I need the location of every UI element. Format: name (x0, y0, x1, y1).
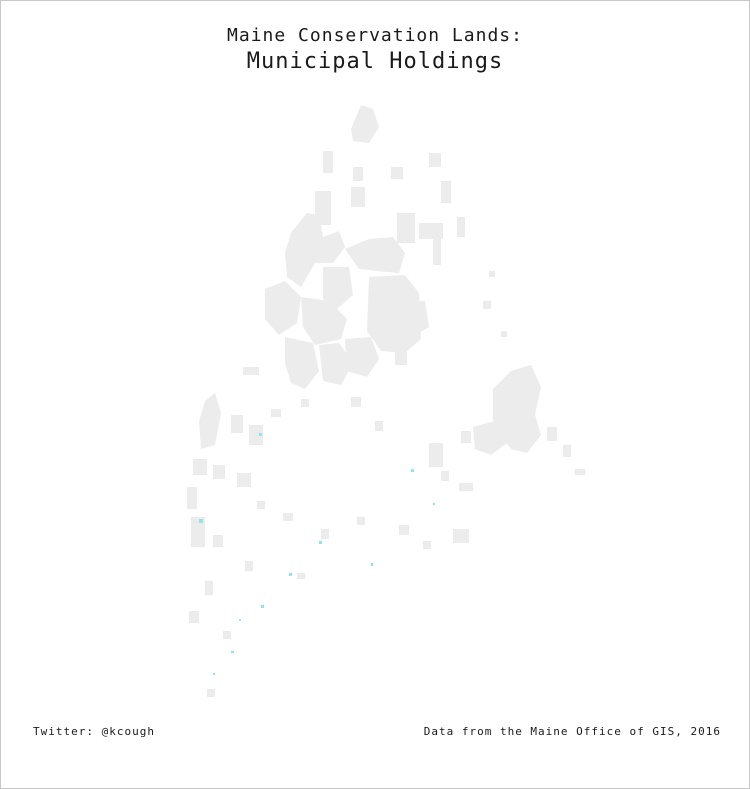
parcel (351, 105, 379, 143)
municipal-holdings-layer (199, 433, 435, 675)
parcel (189, 611, 199, 623)
municipal-parcel (433, 503, 435, 505)
municipal-parcel (231, 651, 234, 653)
parcel (187, 487, 197, 509)
parcel (301, 297, 347, 345)
parcel (441, 471, 449, 481)
parcel (205, 581, 213, 595)
municipal-parcel (319, 541, 322, 544)
parcel (459, 483, 473, 491)
parcel (367, 275, 421, 353)
parcel (213, 535, 223, 547)
parcel (351, 187, 365, 207)
parcel (231, 415, 243, 433)
parcel (345, 237, 405, 273)
parcel (271, 409, 281, 417)
parcel (429, 443, 443, 467)
parcel (283, 513, 293, 521)
parcel (297, 573, 305, 579)
municipal-parcel (289, 573, 292, 576)
parcel (391, 167, 403, 179)
parcel (483, 301, 491, 309)
parcel (433, 229, 441, 265)
parcel (245, 561, 253, 571)
parcel (285, 337, 319, 389)
parcel (207, 689, 215, 697)
parcel (489, 271, 495, 277)
parcel (405, 301, 429, 335)
parcel (199, 393, 221, 449)
parcel (249, 425, 263, 445)
municipal-parcel (213, 673, 215, 675)
map-subtitle: Municipal Holdings (246, 49, 504, 74)
municipal-parcel (199, 519, 203, 523)
parcel (547, 427, 557, 441)
parcel (319, 343, 353, 385)
parcel (397, 213, 415, 243)
parcel (323, 267, 353, 309)
conservation-lands-layer (187, 105, 585, 697)
municipal-parcel (411, 469, 414, 472)
parcel (457, 217, 465, 237)
parcel (193, 459, 207, 475)
parcel (429, 153, 441, 167)
parcel (237, 473, 251, 487)
parcel (345, 337, 379, 377)
municipal-parcel (261, 605, 264, 608)
data-source: Data from the Maine Office of GIS, 2016 (423, 725, 721, 738)
parcel (285, 213, 345, 287)
parcel (191, 517, 205, 547)
parcel (453, 529, 469, 543)
parcel (257, 501, 265, 509)
parcel (395, 347, 407, 365)
parcel (423, 541, 431, 549)
municipal-parcel (239, 619, 241, 621)
parcel (493, 365, 541, 453)
map-title: Maine Conservation Lands: (227, 25, 523, 46)
parcel (265, 281, 301, 335)
parcel (321, 529, 329, 539)
parcel (375, 421, 383, 431)
municipal-parcel (371, 563, 373, 566)
parcel (357, 517, 365, 525)
parcel (243, 367, 259, 375)
parcel (461, 431, 471, 443)
parcel (575, 469, 585, 475)
parcel (441, 181, 451, 203)
parcel (301, 399, 309, 407)
parcel (323, 151, 333, 173)
twitter-credit: Twitter: @kcough (33, 725, 155, 738)
parcel (399, 525, 409, 535)
parcel (223, 631, 231, 639)
parcel (501, 331, 507, 337)
parcel (563, 445, 571, 457)
parcel (353, 167, 363, 181)
parcel (351, 397, 361, 407)
parcel (213, 465, 225, 479)
municipal-parcel (259, 433, 262, 436)
parcel (473, 421, 507, 455)
